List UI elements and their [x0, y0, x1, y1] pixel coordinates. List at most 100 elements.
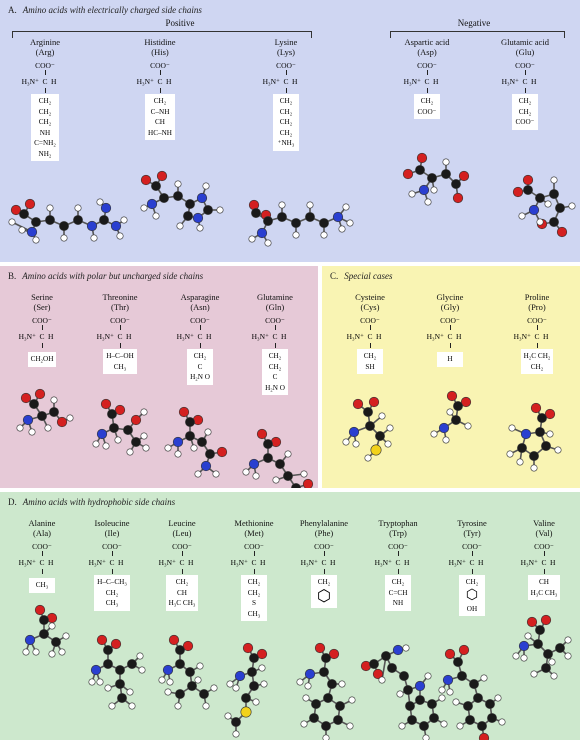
nitrogen-atom — [304, 668, 316, 680]
panel-c-title-text: Special cases — [344, 271, 393, 281]
carbon-atom — [283, 471, 293, 481]
hydrogen-atom — [174, 180, 182, 188]
hydrogen-atom — [62, 632, 70, 640]
negative-group-label: Negative — [457, 18, 491, 28]
side-atom: CH₂ — [175, 578, 189, 586]
carbon-atom — [407, 715, 417, 725]
amino-acid-serine: Serine (Ser) COO⁻ H₃N⁺ C H CH₂OH — [2, 292, 82, 367]
carbon-atom — [375, 431, 385, 441]
side-atom: H₂N O — [265, 383, 285, 392]
carbon-atom — [59, 221, 69, 231]
hydrogen-atom — [114, 436, 122, 444]
nitrogen-atom — [172, 436, 184, 448]
hydrogen-atom — [74, 204, 82, 212]
panel-d-title: D. Amino acids with hydrophobic side chai… — [8, 497, 175, 507]
hydrogen-atom — [530, 670, 538, 678]
hydrogen-atom — [126, 688, 134, 696]
alpha-hydrogen: H — [126, 332, 132, 341]
hydrogen-atom — [506, 450, 514, 458]
carbon-atom — [185, 667, 195, 677]
side-chain: CH H₃C CH₃ — [527, 575, 561, 600]
carbon-atom — [387, 663, 397, 673]
side-atom: C=NH₂ — [34, 139, 56, 147]
aa-abbr: (Arg) — [35, 47, 55, 57]
hydrogen-atom — [260, 680, 268, 688]
hydrogen-atom — [442, 158, 450, 166]
side-atom: CH₂ — [518, 97, 532, 105]
hydrogen-atom — [60, 234, 68, 242]
amino-acid-tryptophan: Tryptophan (Trp) COO⁻ H₃N⁺ C H CH₂ C=CH NH — [358, 518, 438, 611]
oxygen-atom — [522, 174, 534, 186]
alpha-hydrogen: H — [404, 558, 410, 567]
aa-name: Alanine — [28, 518, 56, 528]
nitrogen-atom — [86, 220, 98, 232]
hydrogen-atom — [194, 676, 202, 684]
aa-name: Glycine — [436, 292, 464, 302]
oxygen-atom — [460, 396, 472, 408]
carbon-atom — [127, 659, 137, 669]
hydrogen-atom — [138, 666, 146, 674]
hydrogen-atom — [44, 424, 52, 432]
aa-abbr: (Asn) — [190, 302, 210, 312]
hydrogen-atom — [384, 440, 392, 448]
hydrogen-atom — [18, 226, 26, 234]
leucine-ball-stick-model — [158, 632, 218, 715]
aa-name: Histidine — [144, 37, 176, 47]
oxygen-atom — [328, 648, 340, 660]
lysine-ball-stick-model — [242, 195, 354, 252]
ball-stick-svg — [242, 428, 314, 488]
side-atom: C — [272, 373, 278, 381]
oxygen-atom — [512, 186, 524, 198]
side-atom: CH₂ — [247, 588, 261, 597]
amino-acid-glutamic-acid: Glutamic acid (Glu) COO⁻ H₃N⁺ C H CH₂ CH₂ CO… — [485, 37, 565, 130]
aa-name: Tryptophan — [378, 518, 418, 528]
hydrogen-atom — [424, 672, 432, 680]
carboxylate: COO⁻ — [462, 542, 482, 551]
hydrogen-atom — [46, 204, 54, 212]
hydrogen-atom — [126, 448, 134, 456]
glycine-ball-stick-model — [424, 386, 472, 449]
side-atom: SH — [365, 362, 375, 371]
panel-a-letter: A. — [8, 5, 17, 15]
amino-group: H₃N⁺ — [96, 332, 114, 341]
hydrogen-atom — [108, 702, 116, 710]
carbon-atom — [151, 181, 161, 191]
oxygen-atom — [302, 478, 314, 488]
backbone: H₃N⁺ C H — [235, 330, 315, 343]
hydrogen-atom — [550, 672, 558, 680]
nitrogen-atom — [234, 670, 246, 682]
carbon-atom — [381, 651, 391, 661]
arginine-ball-stick-model — [8, 198, 128, 249]
amino-acid-leucine: Leucine (Leu) COO⁻ H₃N⁺ C H CH₂ CH H₃C CH₃ — [142, 518, 222, 611]
backbone: H₃N⁺ C H — [160, 330, 240, 343]
ball-stick-svg — [8, 198, 128, 244]
carboxylate: COO⁻ — [417, 61, 437, 70]
oxygen-atom — [24, 198, 36, 210]
hydrogen-atom — [152, 212, 160, 220]
carbon-atom — [537, 413, 547, 423]
carbon-atom — [335, 701, 345, 711]
methionine-ball-stick-model — [222, 640, 268, 740]
alpha-hydrogen: H — [456, 332, 462, 341]
benzene-ring-icon: ⬡ — [465, 587, 479, 603]
carbon-atom — [487, 713, 497, 723]
hydrogen-atom — [202, 182, 210, 190]
side-chain: CH₂ C H₂N O — [187, 349, 213, 385]
alpha-carbon: C — [447, 332, 453, 341]
hydrogen-atom — [544, 200, 552, 208]
hydrogen-atom — [166, 678, 174, 686]
hydrogen-atom — [252, 472, 260, 480]
carbon-atom — [123, 425, 133, 435]
nitrogen-atom — [110, 220, 122, 232]
backbone: H₃N⁺ C H — [497, 330, 577, 343]
hydrogen-atom — [248, 235, 256, 243]
side-atom: H₂C CH₂ — [523, 352, 551, 360]
carbon-atom — [319, 218, 329, 228]
hydrogen-atom — [446, 408, 454, 416]
aa-name: Aspartic acid — [404, 37, 450, 47]
hydrogen-atom — [196, 224, 204, 232]
amino-acid-histidine: Histidine (His) COO⁻ H₃N⁺ C H CH₂ C–NH CH HC–… — [120, 37, 200, 140]
amino-group: H₃N⁺ — [513, 332, 531, 341]
carbon-atom — [365, 421, 375, 431]
